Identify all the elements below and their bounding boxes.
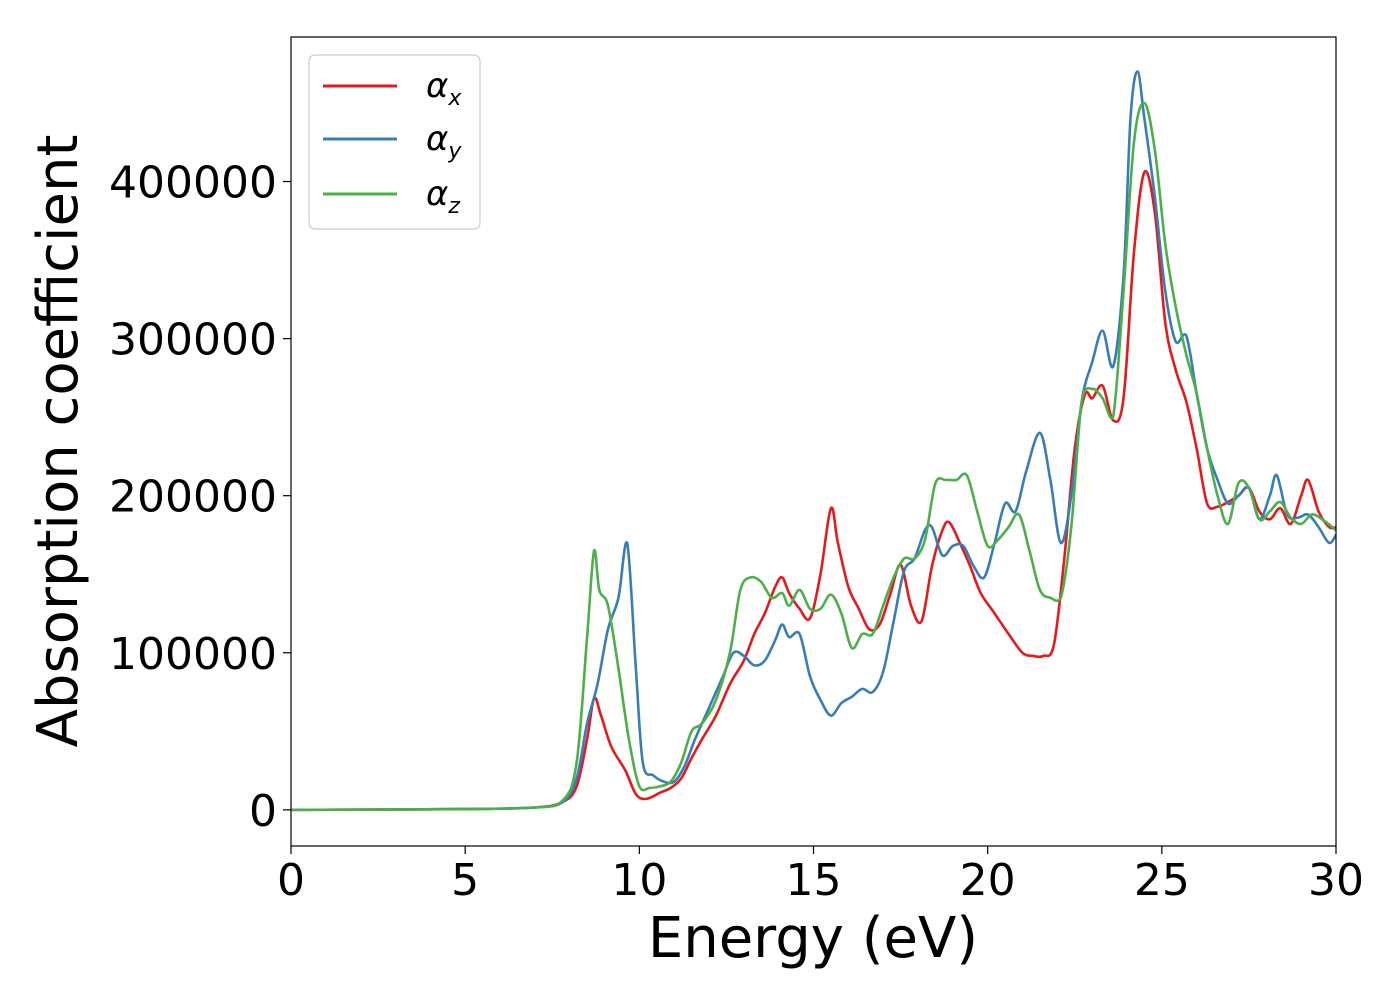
x-tick-label: 0 <box>277 855 305 906</box>
legend-label-alpha-z: αz <box>426 174 460 219</box>
y-tick-label: 200000 <box>109 472 277 523</box>
legend-entry-alpha-x: αx <box>323 66 462 111</box>
y-tick-label: 0 <box>249 786 277 837</box>
y-axis: 0 100000 200000 300000 400000 <box>109 158 291 837</box>
x-tick-label: 25 <box>1134 855 1190 906</box>
x-tick-label: 15 <box>786 855 842 906</box>
x-tick-label: 20 <box>960 855 1016 906</box>
x-tick-label: 10 <box>611 855 667 906</box>
series-line-alpha-z <box>291 101 1336 812</box>
x-axis-title: Energy (eV) <box>648 906 978 971</box>
legend-label-alpha-y: αy <box>426 119 462 164</box>
legend-entry-alpha-y: αy <box>323 119 462 164</box>
x-tick-label: 30 <box>1308 855 1364 906</box>
y-axis-title: Absorption coefficient <box>26 135 91 748</box>
series-line-alpha-x <box>291 169 1336 812</box>
y-tick-label: 400000 <box>109 158 277 209</box>
y-tick-label: 300000 <box>109 315 277 366</box>
legend-entry-alpha-z: αz <box>323 174 460 219</box>
x-tick-label: 5 <box>451 855 479 906</box>
y-tick-label: 100000 <box>109 629 277 680</box>
legend-box <box>308 54 481 230</box>
series-layer <box>291 70 1336 812</box>
legend: αx αy αz <box>308 54 481 230</box>
x-axis: 0 5 10 15 20 25 30 <box>277 846 1364 906</box>
legend-label-alpha-x: αx <box>426 66 462 111</box>
